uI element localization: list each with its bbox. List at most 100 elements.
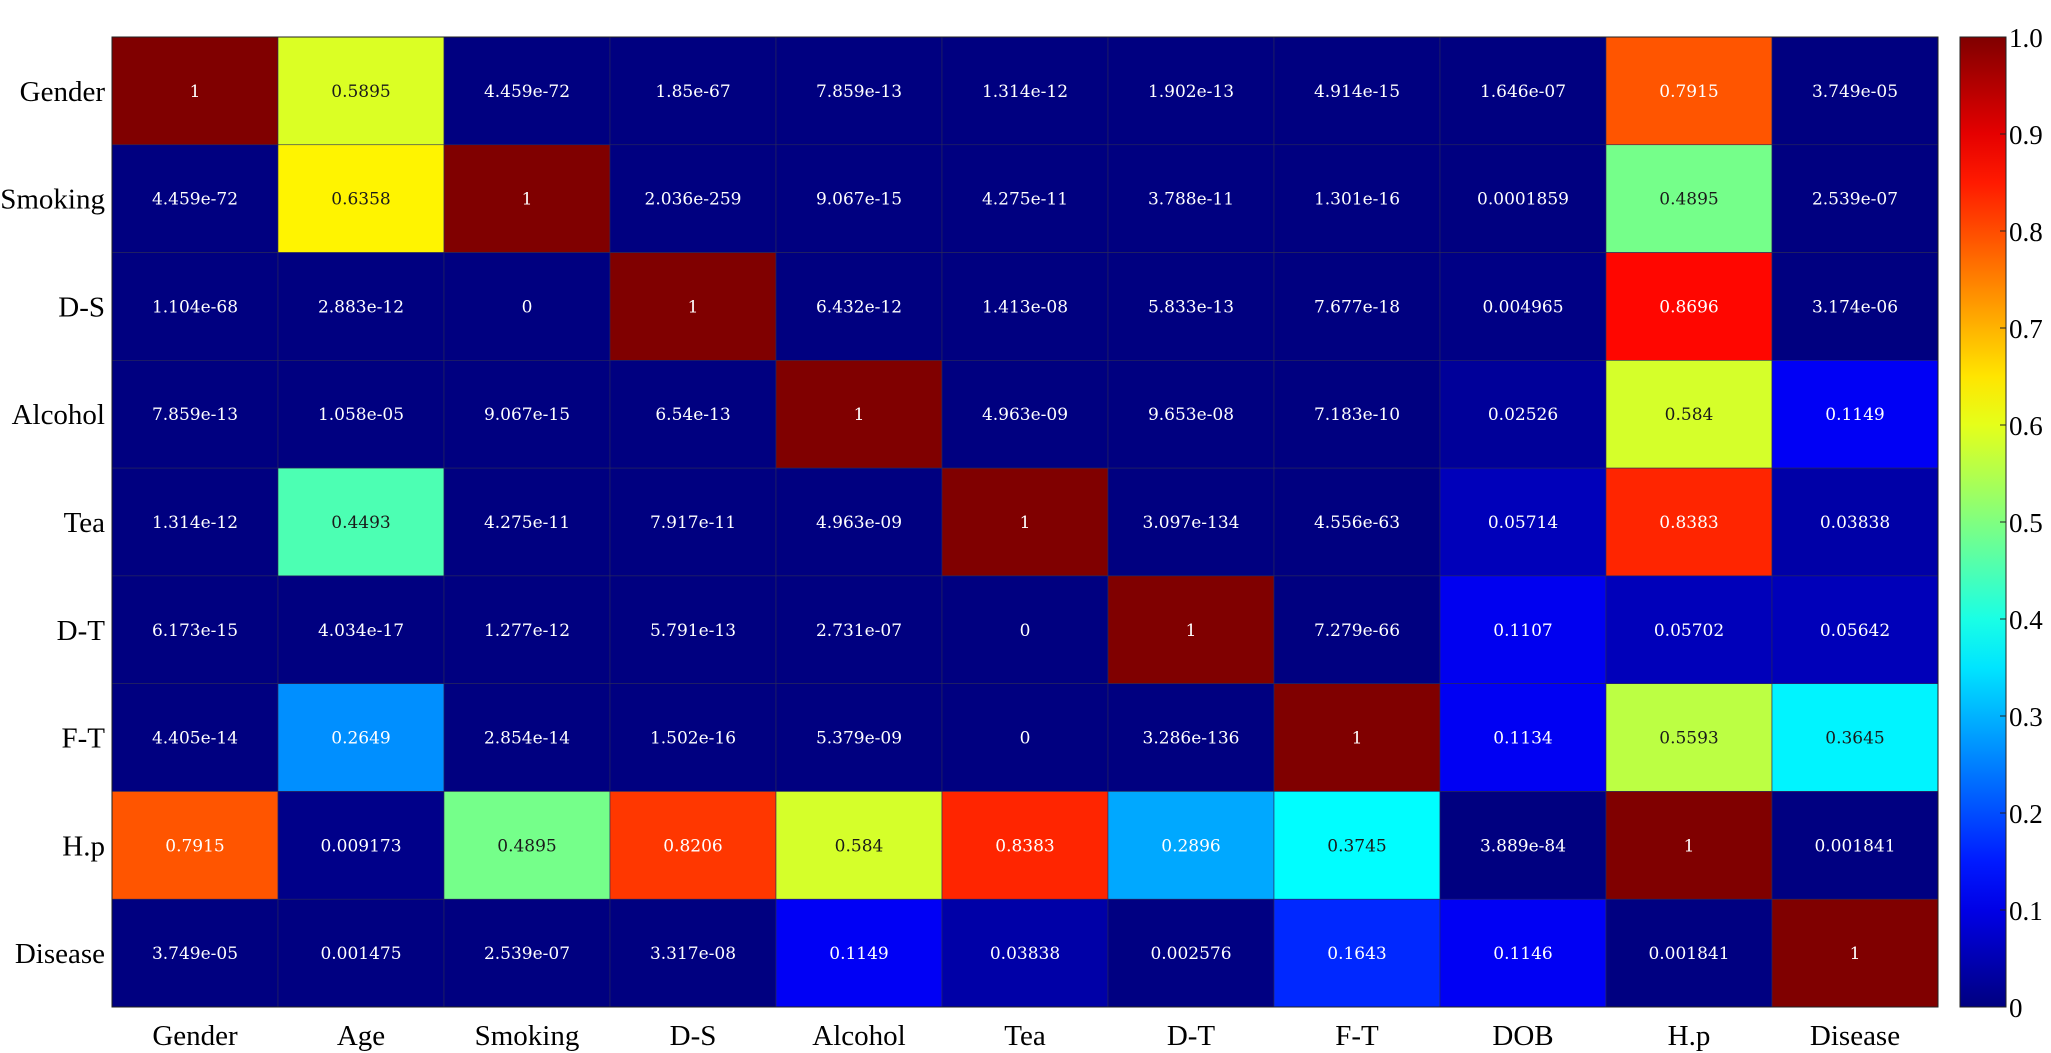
cell-label-tea-dob: 0.05714	[1488, 513, 1558, 533]
colorbar-tick-label-2: 0.2	[2009, 799, 2043, 829]
cell-label-d-s-alcohol: 6.432e-12	[816, 297, 902, 317]
heatmap-cell-disease-d-t	[1107, 898, 1275, 1008]
cell-label-d-s-f-t: 7.677e-18	[1314, 297, 1400, 317]
heatmap-cell-f-t-age	[277, 683, 445, 792]
x-tick-label-age: Age	[337, 1020, 385, 1052]
cell-label-disease-h-p: 0.001841	[1648, 944, 1729, 964]
heatmap-cell-h-p-dob	[1439, 791, 1607, 900]
heatmap-cell-alcohol-disease	[1771, 360, 1939, 469]
heatmap-cell-d-s-gender	[111, 252, 279, 361]
cell-label-gender-age: 0.5895	[331, 82, 390, 102]
heatmap-cell-alcohol-age	[277, 360, 445, 469]
heatmap-cell-tea-disease	[1771, 467, 1939, 577]
heatmap-cell-disease-h-p	[1605, 898, 1773, 1008]
heatmap-cell-disease-tea	[941, 898, 1109, 1008]
y-tick-label-disease: Disease	[15, 938, 105, 970]
heatmap-cell-smoking-f-t	[1273, 144, 1441, 253]
heatmap-cell-d-t-age	[277, 575, 445, 684]
heatmap-cell-d-t-disease	[1771, 575, 1939, 684]
heatmap-cell-disease-age	[277, 898, 445, 1008]
y-tick-label-smoking: Smoking	[0, 184, 105, 216]
cell-label-h-p-f-t: 0.3745	[1327, 836, 1386, 856]
heatmap-cell-gender-alcohol	[775, 36, 943, 146]
cell-label-d-t-d-t: 1	[1186, 621, 1197, 641]
heatmap-cell-tea-smoking	[443, 467, 611, 577]
cell-label-alcohol-dob: 0.02526	[1488, 405, 1558, 425]
colorbar-tick-label-9: 0.9	[2009, 120, 2043, 150]
x-tick-label-alcohol: Alcohol	[812, 1020, 905, 1052]
heatmap-cell-disease-gender	[111, 898, 279, 1008]
heatmap-cell-tea-h-p	[1605, 467, 1773, 577]
cell-label-disease-f-t: 0.1643	[1327, 944, 1386, 964]
heatmap-cell-f-t-smoking	[443, 683, 611, 792]
cell-label-smoking-d-t: 3.788e-11	[1148, 190, 1234, 210]
heatmap-cell-alcohol-tea	[941, 360, 1109, 469]
heatmap-cell-f-t-h-p	[1605, 683, 1773, 792]
cell-label-smoking-smoking: 1	[522, 190, 533, 210]
cell-label-gender-h-p: 0.7915	[1659, 82, 1718, 102]
heatmap-cell-tea-tea	[941, 467, 1109, 577]
cell-label-h-p-d-s: 0.8206	[663, 836, 722, 856]
cell-label-d-s-gender: 1.104e-68	[152, 297, 238, 317]
cell-label-d-t-tea: 0	[1020, 621, 1031, 641]
heatmap-cell-disease-f-t	[1273, 898, 1441, 1008]
cell-label-f-t-d-t: 3.286e-136	[1143, 729, 1240, 749]
cell-label-smoking-d-s: 2.036e-259	[645, 190, 742, 210]
cell-label-h-p-alcohol: 0.584	[835, 836, 884, 856]
cell-label-d-t-age: 4.034e-17	[318, 621, 404, 641]
cell-label-alcohol-d-s: 6.54e-13	[655, 405, 730, 425]
cell-label-d-t-d-s: 5.791e-13	[650, 621, 736, 641]
cell-label-f-t-gender: 4.405e-14	[152, 729, 238, 749]
cell-label-gender-tea: 1.314e-12	[982, 82, 1068, 102]
heatmap-frame	[111, 36, 1939, 1008]
heatmap-cell-disease-d-s	[609, 898, 777, 1008]
colorbar-tick-label-7: 0.7	[2009, 314, 2043, 344]
heatmap-cell-h-p-smoking	[443, 791, 611, 900]
cell-label-smoking-h-p: 0.4895	[1659, 190, 1718, 210]
cell-label-disease-gender: 3.749e-05	[152, 944, 238, 964]
cell-label-tea-h-p: 0.8383	[1659, 513, 1718, 533]
heatmap-cell-gender-f-t	[1273, 36, 1441, 146]
heatmap-cell-smoking-disease	[1771, 144, 1939, 253]
colorbar-tick-label-3: 0.3	[2009, 702, 2043, 732]
x-tick-label-tea: Tea	[1004, 1020, 1046, 1052]
cell-label-smoking-age: 0.6358	[331, 190, 390, 210]
cell-label-h-p-tea: 0.8383	[995, 836, 1054, 856]
cell-label-f-t-alcohol: 5.379e-09	[816, 729, 902, 749]
heatmap-cells: 1 0.5895 4.459e-72 1.85e-67 7.859e-13 1.314e-…	[111, 36, 1939, 1008]
heatmap-cell-gender-tea	[941, 36, 1109, 146]
cell-label-tea-tea: 1	[1020, 513, 1031, 533]
cell-label-smoking-disease: 2.539e-07	[1812, 190, 1898, 210]
y-tick-label-h-p: H.p	[62, 830, 105, 862]
cell-label-alcohol-disease: 0.1149	[1825, 405, 1884, 425]
cell-label-d-s-tea: 1.413e-08	[982, 297, 1068, 317]
heatmap-cell-alcohol-alcohol	[775, 360, 943, 469]
heatmap-cell-d-s-d-s	[609, 252, 777, 361]
cell-label-alcohol-tea: 4.963e-09	[982, 405, 1068, 425]
heatmap-cell-disease-disease	[1771, 898, 1939, 1008]
heatmap-cell-alcohol-dob	[1439, 360, 1607, 469]
heatmap-cell-smoking-d-t	[1107, 144, 1275, 253]
cell-label-d-s-h-p: 0.8696	[1659, 297, 1718, 317]
cell-label-alcohol-gender: 7.859e-13	[152, 405, 238, 425]
cell-label-f-t-f-t: 1	[1352, 729, 1363, 749]
cell-label-gender-gender: 1	[190, 82, 201, 102]
heatmap-cell-disease-smoking	[443, 898, 611, 1008]
heatmap-cell-f-t-dob	[1439, 683, 1607, 792]
heatmap-cell-alcohol-gender	[111, 360, 279, 469]
heatmap-cell-alcohol-smoking	[443, 360, 611, 469]
cell-label-gender-d-s: 1.85e-67	[655, 82, 730, 102]
cell-label-alcohol-smoking: 9.067e-15	[484, 405, 570, 425]
cell-label-smoking-dob: 0.0001859	[1477, 190, 1569, 210]
cell-label-tea-alcohol: 4.963e-09	[816, 513, 902, 533]
cell-label-d-s-d-s: 1	[688, 297, 699, 317]
heatmap-cell-h-p-gender	[111, 791, 279, 900]
colorbar-tick-label-5: 0.5	[2009, 508, 2043, 538]
cell-label-gender-alcohol: 7.859e-13	[816, 82, 902, 102]
heatmap-cell-f-t-d-t	[1107, 683, 1275, 792]
colorbar-tick-label-10: 1.0	[2009, 23, 2043, 53]
heatmap-cell-d-t-d-t	[1107, 575, 1275, 684]
heatmap-cell-tea-dob	[1439, 467, 1607, 577]
heatmap-cell-smoking-h-p	[1605, 144, 1773, 253]
